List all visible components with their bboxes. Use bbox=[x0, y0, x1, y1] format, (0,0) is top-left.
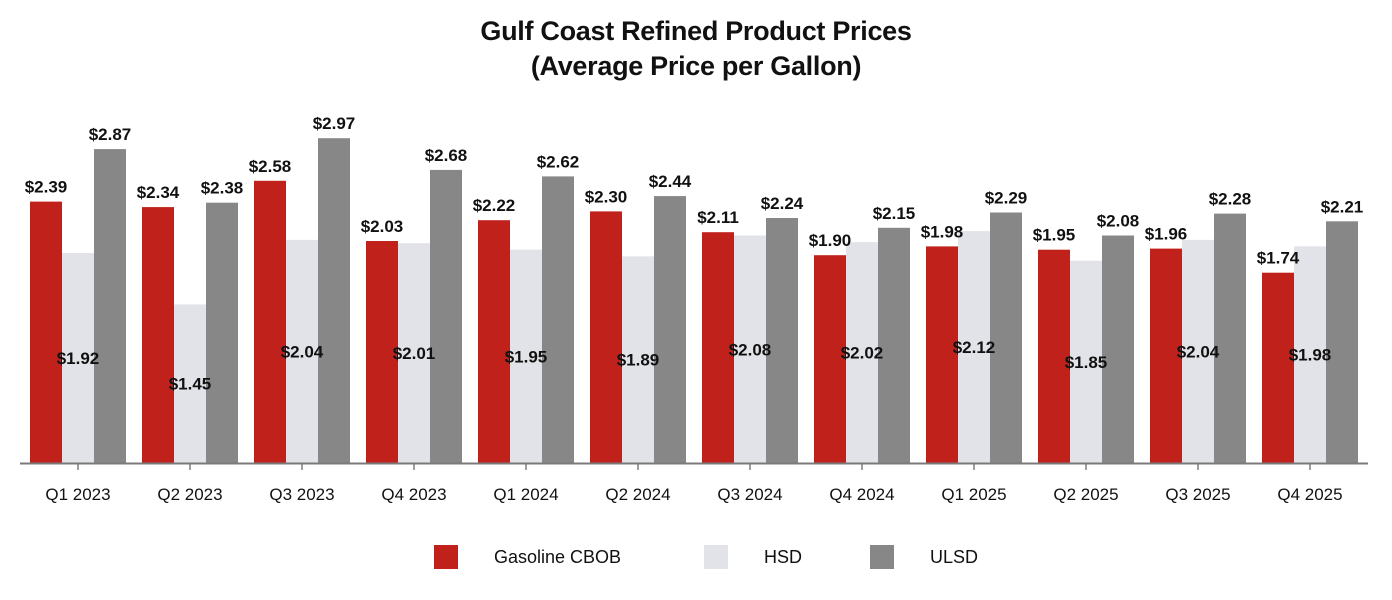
bar-gasoline-cbob-q2-2025 bbox=[1038, 249, 1070, 463]
bar-hsd-q1-2024 bbox=[510, 249, 542, 463]
x-tick-label-q2-2024: Q2 2024 bbox=[605, 485, 670, 504]
bar-ulsd-q1-2025 bbox=[990, 212, 1022, 463]
value-label-hsd-q3-2023: $2.04 bbox=[281, 342, 324, 361]
x-tick-label-q1-2024: Q1 2024 bbox=[493, 485, 558, 504]
x-tick-label-q4-2023: Q4 2023 bbox=[381, 485, 446, 504]
bar-ulsd-q3-2025 bbox=[1214, 213, 1246, 463]
value-label-gasoline-cbob-q1-2024: $2.22 bbox=[473, 196, 516, 215]
value-label-ulsd-q3-2025: $2.28 bbox=[1209, 190, 1252, 209]
bar-ulsd-q4-2024 bbox=[878, 227, 910, 463]
chart-title: Gulf Coast Refined Product Prices bbox=[480, 16, 912, 46]
value-label-ulsd-q3-2023: $2.97 bbox=[313, 114, 356, 133]
legend-label-ulsd: ULSD bbox=[930, 547, 978, 567]
value-label-gasoline-cbob-q4-2024: $1.90 bbox=[809, 231, 852, 250]
value-label-hsd-q2-2024: $1.89 bbox=[617, 351, 660, 370]
legend-label-gasoline-cbob: Gasoline CBOB bbox=[494, 547, 621, 567]
bar-hsd-q2-2024 bbox=[622, 256, 654, 463]
bar-hsd-q4-2025 bbox=[1294, 246, 1326, 463]
value-label-gasoline-cbob-q4-2023: $2.03 bbox=[361, 217, 404, 236]
value-label-gasoline-cbob-q3-2025: $1.96 bbox=[1145, 225, 1188, 244]
legend-swatch-ulsd bbox=[870, 545, 894, 569]
bar-hsd-q2-2025 bbox=[1070, 260, 1102, 463]
x-tick-label-q3-2025: Q3 2025 bbox=[1165, 485, 1230, 504]
bar-ulsd-q1-2024 bbox=[542, 176, 574, 463]
value-label-ulsd-q2-2024: $2.44 bbox=[649, 172, 692, 191]
bar-ulsd-q2-2025 bbox=[1102, 235, 1134, 463]
bar-hsd-q3-2025 bbox=[1182, 239, 1214, 463]
value-label-gasoline-cbob-q1-2025: $1.98 bbox=[921, 222, 964, 241]
x-tick-label-q1-2025: Q1 2025 bbox=[941, 485, 1006, 504]
x-tick-label-q3-2024: Q3 2024 bbox=[717, 485, 782, 504]
value-label-gasoline-cbob-q2-2023: $2.34 bbox=[137, 183, 180, 202]
bar-gasoline-cbob-q2-2023 bbox=[142, 207, 174, 463]
legend-label-hsd: HSD bbox=[764, 547, 802, 567]
legend: Gasoline CBOB HSD ULSD bbox=[434, 545, 978, 569]
value-label-ulsd-q2-2025: $2.08 bbox=[1097, 212, 1140, 231]
bar-gasoline-cbob-q4-2023 bbox=[366, 241, 398, 463]
value-label-ulsd-q4-2025: $2.21 bbox=[1321, 197, 1364, 216]
value-label-gasoline-cbob-q3-2024: $2.11 bbox=[697, 208, 739, 227]
bar-hsd-q1-2025 bbox=[958, 231, 990, 463]
bar-gasoline-cbob-q2-2024 bbox=[590, 211, 622, 463]
value-label-ulsd-q1-2024: $2.62 bbox=[537, 152, 580, 171]
bar-hsd-q4-2024 bbox=[846, 242, 878, 463]
bar-gasoline-cbob-q1-2024 bbox=[478, 220, 510, 463]
bar-hsd-q3-2023 bbox=[286, 239, 318, 463]
bar-ulsd-q1-2023 bbox=[94, 149, 126, 463]
bar-gasoline-cbob-q3-2023 bbox=[254, 180, 286, 464]
bar-hsd-q1-2023 bbox=[62, 253, 94, 463]
bar-ulsd-q2-2023 bbox=[206, 202, 238, 463]
bar-ulsd-q4-2023 bbox=[430, 169, 462, 463]
x-tick-label-q4-2025: Q4 2025 bbox=[1277, 485, 1342, 504]
bar-ulsd-q4-2025 bbox=[1326, 221, 1358, 463]
bar-gasoline-cbob-q3-2025 bbox=[1150, 248, 1182, 463]
bar-gasoline-cbob-q4-2025 bbox=[1262, 272, 1294, 463]
chart-title-block: Gulf Coast Refined Product Prices (Avera… bbox=[0, 14, 1392, 84]
x-tick-label-q2-2023: Q2 2023 bbox=[157, 485, 222, 504]
value-label-hsd-q3-2024: $2.08 bbox=[729, 340, 772, 359]
value-label-gasoline-cbob-q2-2025: $1.95 bbox=[1033, 226, 1076, 245]
value-label-ulsd-q3-2024: $2.24 bbox=[761, 194, 804, 213]
value-label-hsd-q1-2025: $2.12 bbox=[953, 338, 996, 357]
bar-gasoline-cbob-q4-2024 bbox=[814, 255, 846, 463]
value-label-ulsd-q1-2023: $2.87 bbox=[89, 125, 132, 144]
bar-gasoline-cbob-q1-2025 bbox=[926, 246, 958, 463]
bar-ulsd-q3-2024 bbox=[766, 218, 798, 463]
bar-gasoline-cbob-q1-2023 bbox=[30, 201, 62, 463]
x-axis: Q1 2023 Q2 2023 Q3 2023 Q4 2023 Q1 2024 Q2 20… bbox=[20, 462, 1368, 504]
bar-gasoline-cbob-q3-2024 bbox=[702, 232, 734, 463]
bar-ulsd-q2-2024 bbox=[654, 196, 686, 463]
bar-hsd-q2-2023 bbox=[174, 304, 206, 463]
chart-subtitle: (Average Price per Gallon) bbox=[530, 51, 862, 81]
x-tick-label-q1-2023: Q1 2023 bbox=[45, 485, 110, 504]
legend-swatch-gasoline-cbob bbox=[434, 545, 458, 569]
value-label-ulsd-q4-2023: $2.68 bbox=[425, 146, 468, 165]
value-label-ulsd-q4-2024: $2.15 bbox=[873, 204, 916, 223]
bar-ulsd-q3-2023 bbox=[318, 138, 350, 463]
x-tick-label-q4-2024: Q4 2024 bbox=[829, 485, 894, 504]
value-label-hsd-q2-2025: $1.85 bbox=[1065, 353, 1108, 372]
value-label-hsd-q4-2023: $2.01 bbox=[393, 344, 436, 363]
value-label-hsd-q4-2025: $1.98 bbox=[1289, 346, 1332, 365]
value-label-hsd-q3-2025: $2.04 bbox=[1177, 342, 1220, 361]
value-label-hsd-q2-2023: $1.45 bbox=[169, 375, 212, 394]
value-label-gasoline-cbob-q4-2025: $1.74 bbox=[1257, 249, 1300, 268]
x-tick-label-q2-2025: Q2 2025 bbox=[1053, 485, 1118, 504]
value-labels-layer: $2.39 $1.92 $2.87 $2.34 $1.45 $2.38 $2.58 $2.04… bbox=[25, 114, 1364, 394]
legend-swatch-hsd bbox=[704, 545, 728, 569]
value-label-gasoline-cbob-q1-2023: $2.39 bbox=[25, 178, 68, 197]
value-label-hsd-q1-2023: $1.92 bbox=[57, 349, 100, 368]
bar-hsd-q3-2024 bbox=[734, 235, 766, 463]
value-label-gasoline-cbob-q3-2023: $2.58 bbox=[249, 157, 292, 176]
x-tick-label-q3-2023: Q3 2023 bbox=[269, 485, 334, 504]
value-label-ulsd-q2-2023: $2.38 bbox=[201, 179, 244, 198]
value-label-hsd-q4-2024: $2.02 bbox=[841, 344, 884, 363]
bar-hsd-q4-2023 bbox=[398, 243, 430, 463]
value-label-gasoline-cbob-q2-2024: $2.30 bbox=[585, 187, 628, 206]
value-label-hsd-q1-2024: $1.95 bbox=[505, 347, 548, 366]
value-label-ulsd-q1-2025: $2.29 bbox=[985, 189, 1028, 208]
bars-layer bbox=[30, 138, 1358, 464]
